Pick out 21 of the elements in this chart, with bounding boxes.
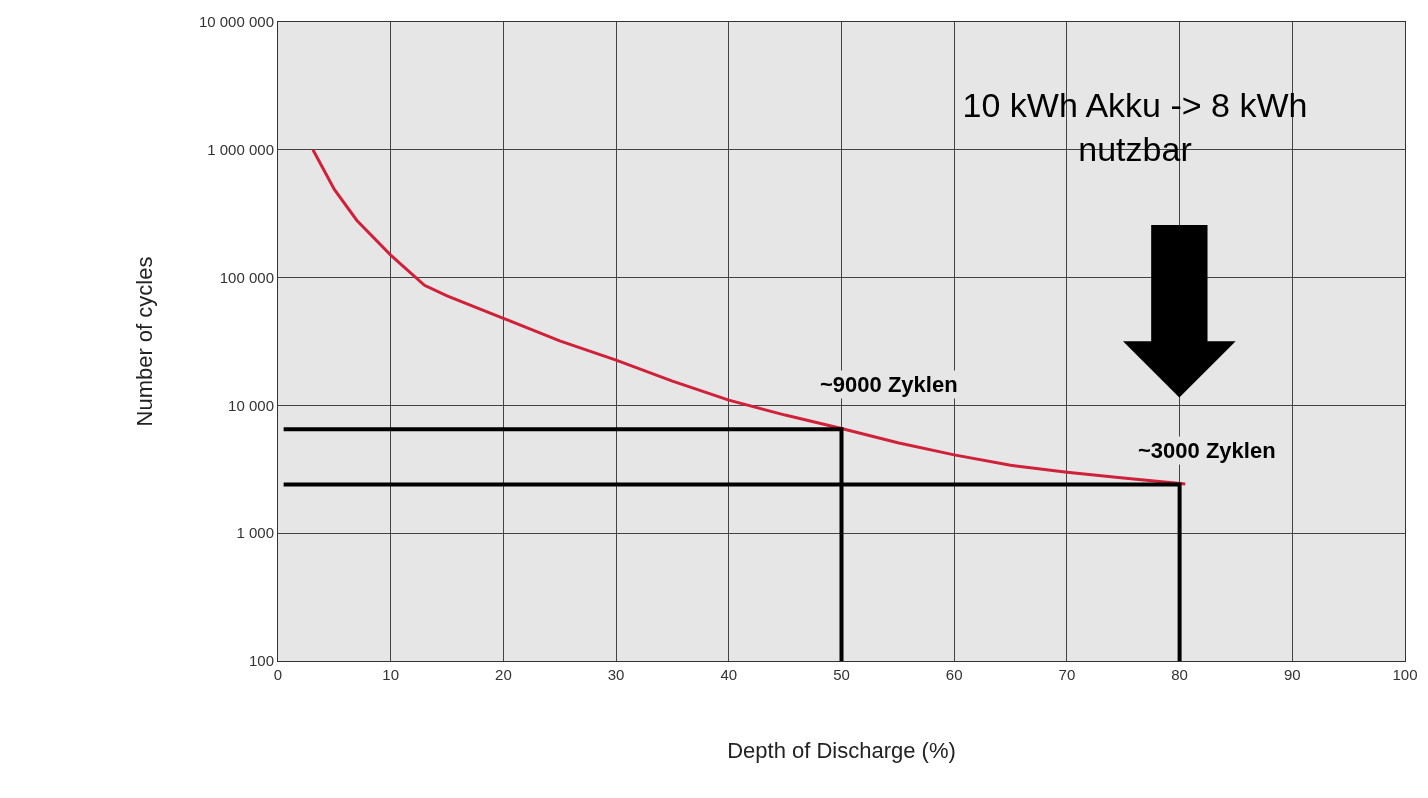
x-tick-label: 40 xyxy=(720,666,738,683)
x-axis-title: Depth of Discharge (%) xyxy=(727,737,956,763)
annotation: ~3000 Zyklen xyxy=(1138,438,1276,463)
x-tick-label: 90 xyxy=(1283,666,1301,683)
y-tick-label: 10 000 000 xyxy=(198,13,274,31)
x-tick-label: 10 xyxy=(382,666,400,683)
x-tick-label: 70 xyxy=(1058,666,1076,683)
y-axis-title: Number of cycles xyxy=(131,256,157,427)
x-tick-label: 60 xyxy=(945,666,963,683)
x-tick-label: 100 xyxy=(1392,666,1418,683)
y-tick-label: 100 xyxy=(248,652,274,670)
y-tick-label: 1 000 000 xyxy=(207,141,274,159)
x-tick-label: 80 xyxy=(1171,666,1188,683)
y-tick-label: 100 000 xyxy=(219,268,274,286)
x-tick-label: 30 xyxy=(607,666,625,683)
y-tick-label: 1 000 xyxy=(236,524,274,542)
annotation: ~9000 Zyklen xyxy=(820,372,958,397)
x-tick-label: 50 xyxy=(833,666,850,683)
x-tick-label: 0 xyxy=(273,666,283,683)
y-tick-label: 10 000 xyxy=(228,396,274,414)
x-tick-label: 20 xyxy=(495,666,512,683)
